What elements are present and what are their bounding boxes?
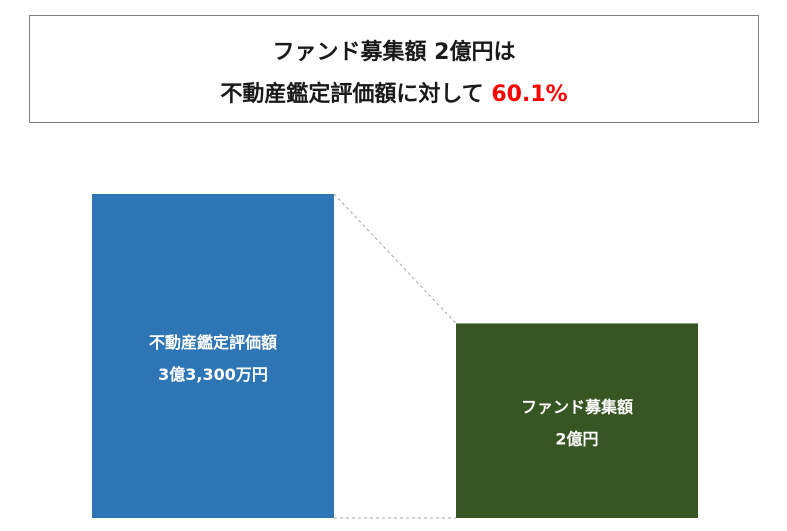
headline-line-2: 不動産鑑定評価額に対して 60.1% <box>30 76 758 108</box>
headline-text-1: ファンド募集額 2億円は <box>272 40 516 65</box>
bar-1 <box>92 193 334 518</box>
bar-1-category-label: 不動産鑑定評価額 <box>149 333 277 352</box>
bar-2-category-label: ファンド募集額 <box>521 398 633 417</box>
headline-percentage: 60.1% <box>491 82 568 107</box>
headline-box: ファンド募集額 2億円は 不動産鑑定評価額に対して 60.1% <box>29 15 759 123</box>
bar-2-value-label: 2億円 <box>555 430 598 449</box>
connector-line-top <box>333 193 457 324</box>
bar-2 <box>456 323 698 518</box>
bar-1-value-label: 3億3,300万円 <box>158 365 268 384</box>
headline-line-1: ファンド募集額 2億円は <box>30 34 758 66</box>
headline-text-2: 不動産鑑定評価額に対して <box>220 82 492 107</box>
